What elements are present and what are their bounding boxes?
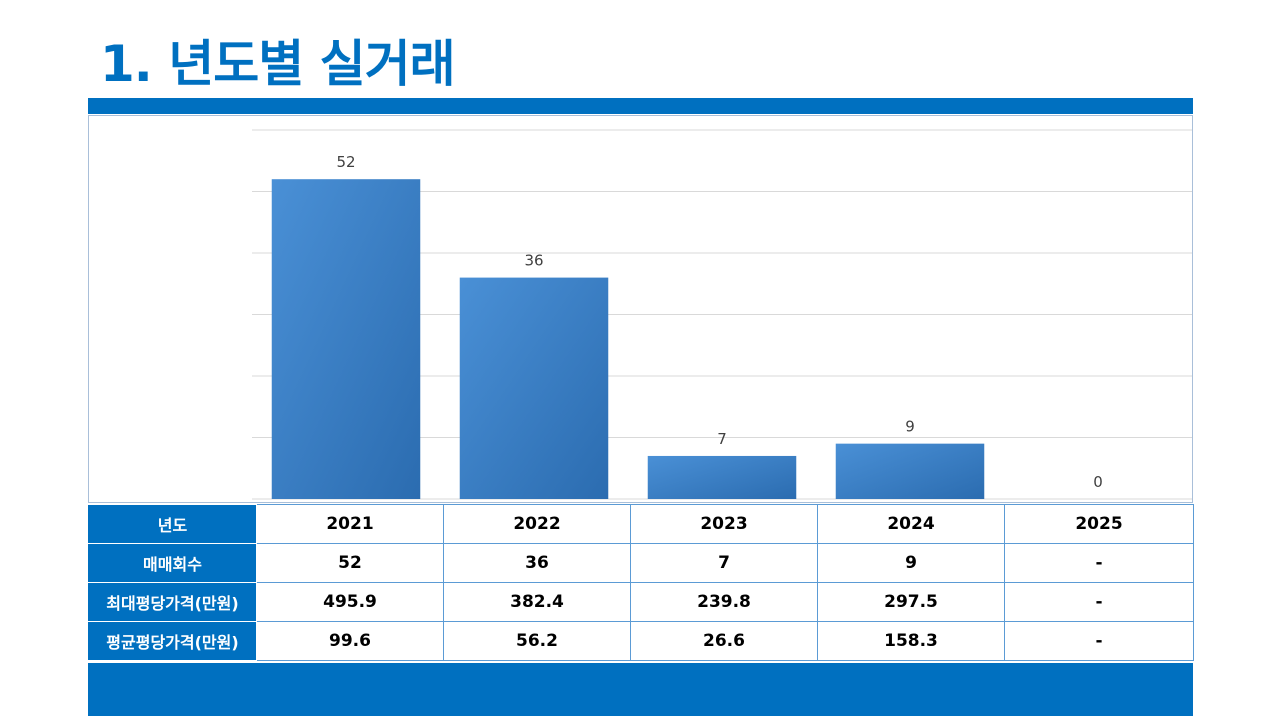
year-cell: 2024: [817, 504, 1005, 544]
year-cell: 2022: [443, 504, 631, 544]
footer-bar: [88, 663, 1193, 716]
table-cell: -: [1004, 582, 1194, 622]
year-cell: 2023: [630, 504, 818, 544]
bars: [271, 179, 985, 499]
table-row-avg-price: 평균평당가격(만원) 99.6 56.2 26.6 158.3 -: [88, 621, 1194, 661]
data-label-2023: 7: [717, 430, 727, 448]
table-cell: 36: [443, 543, 631, 583]
data-label-2021: 52: [336, 153, 355, 171]
table-cell: 297.5: [817, 582, 1005, 622]
bar-chart-svg: 52 36 7 9 0: [252, 129, 1192, 500]
year-cell: 2025: [1004, 504, 1194, 544]
table-cell: 382.4: [443, 582, 631, 622]
table-cell: 26.6: [630, 621, 818, 661]
page-title: 1. 년도별 실거래: [100, 35, 456, 93]
data-label-2024: 9: [905, 418, 915, 436]
title-underline-bar: [88, 98, 1193, 114]
table-cell: 495.9: [256, 582, 444, 622]
table-cell: -: [1004, 621, 1194, 661]
table-cell: 9: [817, 543, 1005, 583]
year-cell: 2021: [256, 504, 444, 544]
summary-table: 년도 2021 2022 2023 2024 2025 매매회수 52 36 7…: [88, 504, 1194, 661]
table-cell: -: [1004, 543, 1194, 583]
bar-2023: [647, 455, 797, 499]
bar-2022: [459, 277, 609, 499]
row-header-trade-count: 매매회수: [88, 543, 257, 583]
table-cell: 239.8: [630, 582, 818, 622]
row-header-avg-price: 평균평당가격(만원): [88, 621, 257, 661]
bar-2021: [271, 179, 421, 499]
data-labels: 52 36 7 9 0: [336, 153, 1102, 491]
bar-2024: [835, 443, 985, 499]
table-row-trade-count: 매매회수 52 36 7 9 -: [88, 543, 1194, 583]
table-cell: 52: [256, 543, 444, 583]
table-cell: 99.6: [256, 621, 444, 661]
row-header-year: 년도: [88, 504, 257, 544]
bar-chart: 52 36 7 9 0: [88, 115, 1193, 503]
table-row-max-price: 최대평당가격(만원) 495.9 382.4 239.8 297.5 -: [88, 582, 1194, 622]
data-label-2022: 36: [524, 252, 543, 270]
table-cell: 158.3: [817, 621, 1005, 661]
data-label-2025: 0: [1093, 473, 1103, 491]
table-row-years: 년도 2021 2022 2023 2024 2025: [88, 504, 1194, 544]
table-cell: 56.2: [443, 621, 631, 661]
row-header-max-price: 최대평당가격(만원): [88, 582, 257, 622]
table-cell: 7: [630, 543, 818, 583]
